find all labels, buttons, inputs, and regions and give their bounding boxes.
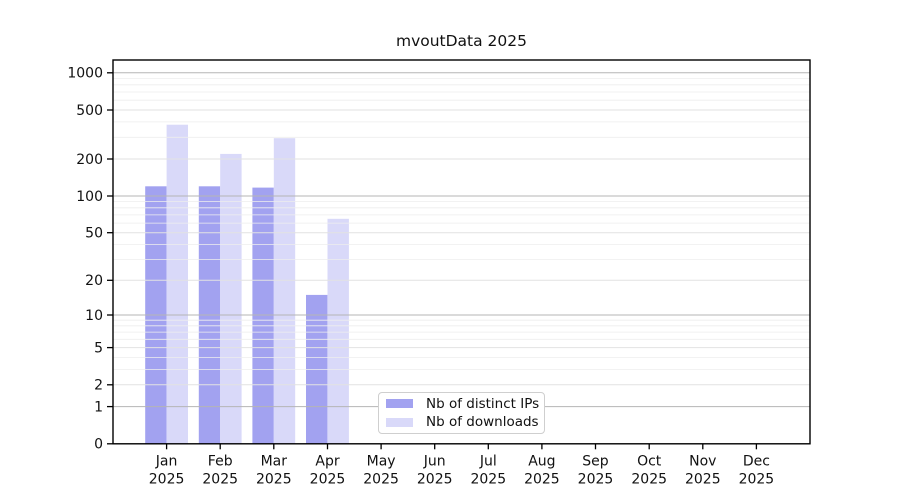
x-month-label-jan: Jan xyxy=(155,454,178,470)
x-month-label-dec: Dec xyxy=(743,454,770,470)
y-tick-label-200: 200 xyxy=(76,152,103,168)
x-month-label-feb: Feb xyxy=(208,454,233,470)
bar-apr-downloads xyxy=(327,218,349,444)
y-tick-label-1000: 1000 xyxy=(67,66,103,82)
x-month-label-may: May xyxy=(367,454,396,470)
legend: Nb of distinct IPs Nb of downloads xyxy=(378,392,545,434)
y-tick-label-50: 50 xyxy=(85,226,103,242)
y-tick-label-500: 500 xyxy=(76,103,103,119)
x-year-label-feb: 2025 xyxy=(202,472,238,488)
x-month-label-jun: Jun xyxy=(423,454,446,470)
y-tick-label-1: 1 xyxy=(94,399,103,415)
x-year-label-jan: 2025 xyxy=(149,472,185,488)
x-year-label-oct: 2025 xyxy=(631,472,667,488)
y-tick-label-100: 100 xyxy=(76,189,103,205)
y-tick-label-0: 0 xyxy=(94,437,103,453)
x-year-label-dec: 2025 xyxy=(739,472,775,488)
y-tick-label-5: 5 xyxy=(94,340,103,356)
x-year-label-may: 2025 xyxy=(363,472,399,488)
y-tick-label-10: 10 xyxy=(85,308,103,324)
y-tick-label-2: 2 xyxy=(94,378,103,394)
bar-feb-downloads xyxy=(220,153,242,444)
x-year-label-mar: 2025 xyxy=(256,472,292,488)
legend-label-downloads: Nb of downloads xyxy=(426,414,539,431)
bar-jan-downloads xyxy=(166,124,188,444)
x-month-label-oct: Oct xyxy=(637,454,662,470)
legend-item-downloads: Nb of downloads xyxy=(379,414,544,430)
bar-mar-distinct-ips xyxy=(252,187,274,444)
legend-label-distinct-ips: Nb of distinct IPs xyxy=(426,395,540,412)
legend-item-distinct-ips: Nb of distinct IPs xyxy=(379,396,544,412)
x-year-label-jun: 2025 xyxy=(417,472,453,488)
x-year-label-sep: 2025 xyxy=(578,472,614,488)
x-month-label-aug: Aug xyxy=(528,454,555,470)
x-month-label-nov: Nov xyxy=(689,454,716,470)
x-month-label-jul: Jul xyxy=(479,454,497,470)
y-tick-label-20: 20 xyxy=(85,273,103,289)
chart-title: mvoutData 2025 xyxy=(395,32,528,50)
legend-swatch-downloads xyxy=(386,417,413,427)
legend-swatch-distinct-ips xyxy=(386,399,413,409)
x-month-label-mar: Mar xyxy=(261,454,288,470)
x-month-label-sep: Sep xyxy=(582,454,609,470)
x-year-label-jul: 2025 xyxy=(470,472,506,488)
x-year-label-apr: 2025 xyxy=(310,472,346,488)
x-year-label-nov: 2025 xyxy=(685,472,721,488)
bar-mar-downloads xyxy=(273,138,296,444)
x-year-label-aug: 2025 xyxy=(524,472,560,488)
x-month-label-apr: Apr xyxy=(315,454,339,470)
plot-border xyxy=(112,59,811,445)
